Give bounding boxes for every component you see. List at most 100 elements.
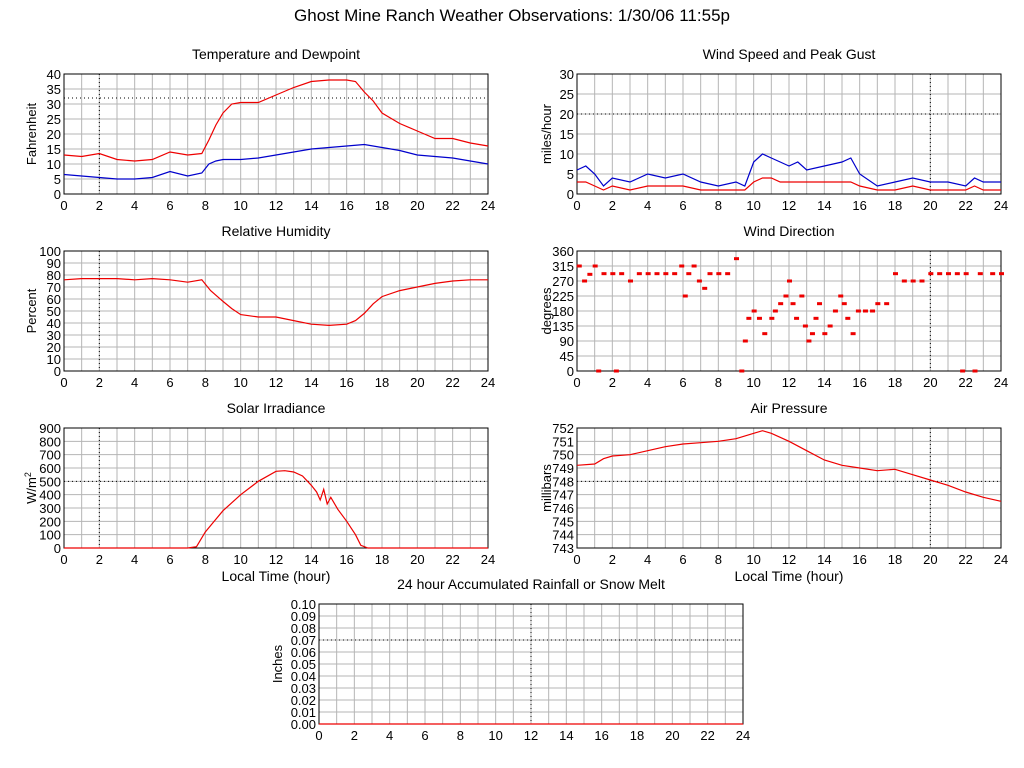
x-tick-label: 22 — [445, 375, 459, 390]
x-tick-label: 14 — [817, 375, 831, 390]
data-point — [813, 316, 819, 320]
plot-frame — [63, 73, 489, 195]
x-tick-label: 4 — [644, 375, 651, 390]
x-tick-label: 20 — [410, 375, 424, 390]
x-tick-label: 16 — [339, 375, 353, 390]
data-point — [762, 332, 768, 336]
x-tick-label: 20 — [665, 728, 679, 743]
data-point — [576, 264, 582, 268]
data-point — [794, 316, 800, 320]
x-tick-label: 18 — [888, 552, 902, 567]
data-point — [769, 316, 775, 320]
data-point — [672, 272, 678, 276]
x-tick-label: 20 — [410, 552, 424, 567]
y-tick-label: 400 — [39, 488, 61, 503]
x-tick-label: 18 — [630, 728, 644, 743]
y-axis-label-superscript: 2 — [23, 472, 33, 477]
x-tick-label: 12 — [269, 375, 283, 390]
x-tick-label: 4 — [131, 375, 138, 390]
x-tick-label: 8 — [202, 198, 209, 213]
x-tick-label: 2 — [351, 728, 358, 743]
chart-title: Solar Irradiance — [227, 400, 326, 416]
y-tick-label: 90 — [560, 334, 574, 349]
x-tick-label: 16 — [852, 375, 866, 390]
x-tick-label: 14 — [817, 552, 831, 567]
data-point — [946, 272, 951, 276]
x-tick-label: 8 — [457, 728, 464, 743]
data-point — [716, 272, 722, 276]
data-point — [725, 272, 731, 276]
y-tick-label: 90 — [47, 256, 61, 271]
chart-solar: 0 2 4 6 8 10 12 14 16 18 20 22 240100200300400500600… — [23, 400, 495, 584]
y-tick-label: 10 — [47, 157, 61, 172]
data-point — [862, 309, 868, 313]
data-point — [893, 272, 898, 276]
y-tick-label: 746 — [552, 501, 574, 516]
data-point — [990, 272, 996, 276]
y-tick-label: 10 — [560, 147, 574, 162]
y-tick-label: 750 — [552, 448, 574, 463]
y-tick-label: 200 — [39, 514, 61, 529]
page-title: Ghost Mine Ranch Weather Observations: 1… — [294, 6, 730, 25]
series-line — [63, 79, 489, 162]
x-tick-label: 4 — [644, 198, 651, 213]
x-tick-label: 2 — [96, 198, 103, 213]
x-tick-label: 18 — [888, 198, 902, 213]
data-point — [686, 272, 692, 276]
chart-rain: 0 2 4 6 8 10 12 14 16 18 20 22 240.000.010.020.030.0… — [270, 576, 750, 743]
y-tick-label: 60 — [47, 292, 61, 307]
y-tick-label: 700 — [39, 448, 61, 463]
y-axis-label: miles/hour — [539, 103, 554, 164]
x-tick-label: 22 — [958, 375, 972, 390]
x-tick-label: 4 — [131, 552, 138, 567]
x-tick-label: 10 — [746, 552, 760, 567]
x-axis-label: Local Time (hour) — [735, 568, 844, 584]
y-tick-label: 270 — [552, 274, 574, 289]
series-line — [63, 143, 489, 180]
y-tick-label: 745 — [552, 514, 574, 529]
y-tick-label: 180 — [552, 304, 574, 319]
y-tick-label: 749 — [552, 461, 574, 476]
x-tick-label: 14 — [304, 552, 318, 567]
x-tick-label: 10 — [233, 198, 247, 213]
series-line — [577, 177, 1001, 191]
x-tick-label: 2 — [96, 375, 103, 390]
data-point — [972, 369, 978, 373]
x-tick-label: 16 — [852, 198, 866, 213]
x-tick-label: 6 — [679, 198, 686, 213]
y-tick-label: 743 — [552, 541, 574, 556]
x-tick-label: 14 — [559, 728, 573, 743]
x-tick-label: 8 — [202, 375, 209, 390]
data-point — [746, 316, 752, 320]
y-tick-label: 800 — [39, 434, 61, 449]
x-tick-label: 16 — [594, 728, 608, 743]
y-tick-label: 0.01 — [291, 705, 316, 720]
chart-title: Relative Humidity — [222, 223, 331, 239]
y-tick-label: 751 — [552, 434, 574, 449]
y-tick-label: 747 — [552, 488, 574, 503]
data-point — [702, 286, 708, 290]
x-tick-label: 8 — [715, 375, 722, 390]
y-tick-label: 752 — [552, 421, 574, 436]
series-line — [576, 153, 1001, 187]
x-tick-label: 24 — [481, 198, 495, 213]
y-tick-label: 135 — [552, 319, 574, 334]
data-point — [806, 339, 812, 343]
data-point — [751, 309, 757, 313]
data-point — [613, 369, 619, 373]
data-point — [696, 279, 702, 283]
y-axis-label: Fahrenheit — [24, 103, 39, 166]
series-line — [64, 470, 488, 549]
data-point — [910, 279, 916, 283]
data-point — [742, 339, 748, 343]
y-tick-label: 0 — [54, 364, 61, 379]
x-axis-label: Local Time (hour) — [222, 568, 331, 584]
y-tick-label: 35 — [47, 82, 61, 97]
data-point — [845, 316, 851, 320]
x-tick-label: 2 — [609, 198, 616, 213]
y-tick-label: 100 — [39, 244, 61, 259]
y-tick-label: 0.09 — [291, 609, 316, 624]
y-tick-label: 30 — [47, 328, 61, 343]
x-tick-label: 14 — [304, 198, 318, 213]
